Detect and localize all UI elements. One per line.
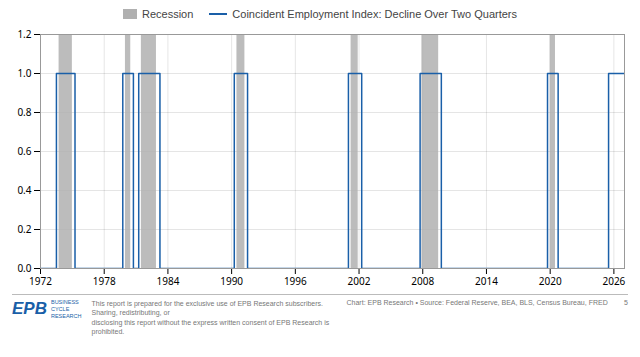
html-text:Recession: Recession [142, 8, 194, 20]
svg-text:1972: 1972 [29, 274, 52, 288]
svg-text:2026: 2026 [602, 274, 625, 288]
html-text:EPB: EPB [12, 299, 47, 319]
html-text:CYCLE: CYCLE [51, 305, 70, 312]
html-text:This report is prepared for th: This report is prepared for the exclusiv… [91, 300, 330, 336]
svg-text:2002: 2002 [348, 274, 371, 288]
html-text:RESEARCH: RESEARCH [51, 312, 82, 319]
svg-text:2008: 2008 [411, 274, 434, 288]
svg-text:0.8: 0.8 [17, 105, 31, 119]
svg-text:0.6: 0.6 [17, 144, 31, 158]
svg-text:1.0: 1.0 [17, 66, 31, 80]
html-text:Chart: EPB Research • Source:: Chart: EPB Research • Source: Federal Re… [346, 299, 608, 306]
svg-text:0.4: 0.4 [17, 183, 31, 197]
svg-text:2014: 2014 [475, 274, 498, 288]
html-text:BUSINESS: BUSINESS [51, 299, 79, 305]
svg-text:1984: 1984 [156, 274, 179, 288]
html-text:5: 5 [624, 299, 628, 306]
svg-text:2020: 2020 [539, 274, 562, 288]
svg-text:1990: 1990 [220, 274, 243, 288]
html-text:Coincident Employment Index: D: Coincident Employment Index: Decline Ove… [232, 8, 517, 20]
svg-text:1.2: 1.2 [17, 27, 31, 41]
svg-text:0.0: 0.0 [17, 261, 31, 275]
svg-text:0.2: 0.2 [17, 222, 31, 236]
svg-text:1978: 1978 [93, 274, 116, 288]
svg-text:1996: 1996 [284, 274, 307, 288]
